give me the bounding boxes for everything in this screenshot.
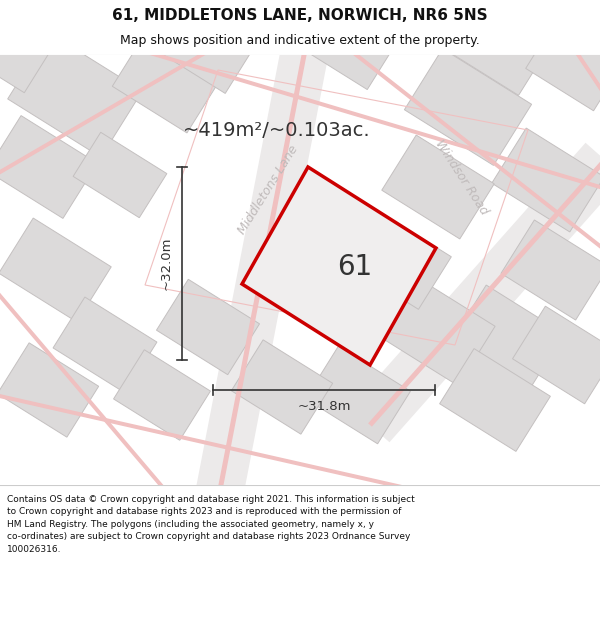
Polygon shape xyxy=(232,340,332,434)
Polygon shape xyxy=(492,128,600,232)
Text: Contains OS data © Crown copyright and database right 2021. This information is : Contains OS data © Crown copyright and d… xyxy=(7,495,415,554)
Polygon shape xyxy=(350,142,600,442)
Text: Map shows position and indicative extent of the property.: Map shows position and indicative extent… xyxy=(120,34,480,48)
Polygon shape xyxy=(344,211,451,309)
Polygon shape xyxy=(382,135,494,239)
Polygon shape xyxy=(196,46,329,494)
Polygon shape xyxy=(113,350,211,440)
Polygon shape xyxy=(230,49,285,51)
Polygon shape xyxy=(112,37,218,133)
Polygon shape xyxy=(0,48,211,177)
Polygon shape xyxy=(147,1,253,93)
Text: Middletons Lane: Middletons Lane xyxy=(235,143,301,237)
Polygon shape xyxy=(574,49,600,96)
Text: Windsor Road: Windsor Road xyxy=(433,137,491,217)
Polygon shape xyxy=(512,306,600,404)
Polygon shape xyxy=(73,132,167,218)
Polygon shape xyxy=(0,116,97,218)
Polygon shape xyxy=(157,279,260,375)
Text: ~32.0m: ~32.0m xyxy=(160,237,173,290)
Polygon shape xyxy=(242,167,436,365)
Text: ~31.8m: ~31.8m xyxy=(297,401,351,414)
Text: ~419m²/~0.103ac.: ~419m²/~0.103ac. xyxy=(183,121,371,139)
Polygon shape xyxy=(368,158,600,427)
Polygon shape xyxy=(295,1,395,89)
Polygon shape xyxy=(139,48,600,192)
Polygon shape xyxy=(526,19,600,111)
Polygon shape xyxy=(375,274,495,386)
Polygon shape xyxy=(0,393,415,492)
Polygon shape xyxy=(305,346,410,444)
Text: 61: 61 xyxy=(337,253,373,281)
Polygon shape xyxy=(0,343,98,437)
Polygon shape xyxy=(444,4,546,96)
Polygon shape xyxy=(452,285,564,389)
Polygon shape xyxy=(0,289,167,491)
Polygon shape xyxy=(349,48,600,252)
Polygon shape xyxy=(0,8,52,92)
Polygon shape xyxy=(53,297,157,393)
Polygon shape xyxy=(501,220,600,320)
Polygon shape xyxy=(0,218,111,322)
Polygon shape xyxy=(440,349,550,451)
Polygon shape xyxy=(404,49,532,166)
Text: 61, MIDDLETONS LANE, NORWICH, NR6 5NS: 61, MIDDLETONS LANE, NORWICH, NR6 5NS xyxy=(112,8,488,23)
Polygon shape xyxy=(218,49,307,491)
Polygon shape xyxy=(8,32,142,158)
